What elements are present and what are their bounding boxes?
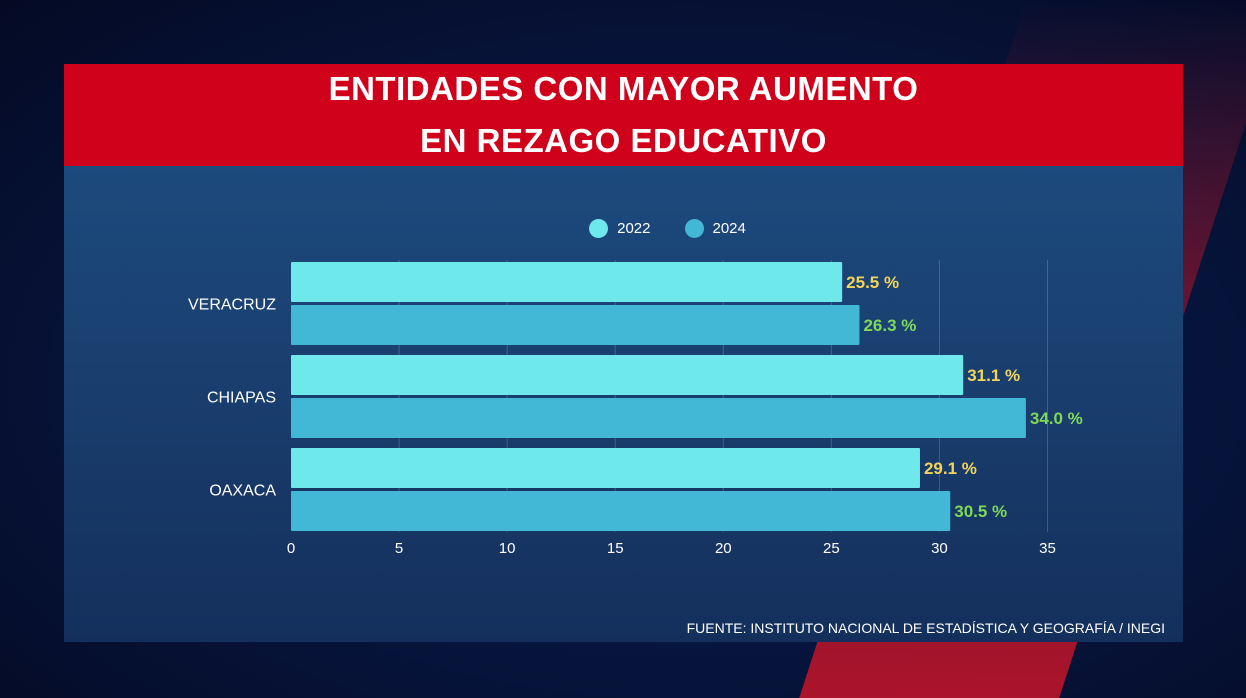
bar-chiapas-2022 [291, 355, 964, 395]
x-tick-label: 15 [607, 540, 624, 557]
x-tick-label: 35 [1039, 540, 1056, 557]
x-tick-label: 30 [931, 540, 948, 557]
value-label-chiapas-2022: 31.1 % [967, 366, 1020, 385]
x-tick-label: 25 [823, 540, 840, 557]
title-banner: ENTIDADES CON MAYOR AUMENTO EN REZAGO ED… [64, 64, 1183, 166]
legend-item-2022: 2022 [589, 216, 651, 240]
bar-oaxaca-2022 [291, 448, 920, 488]
source-note: FUENTE: INSTITUTO NACIONAL DE ESTADÍSTIC… [686, 620, 1165, 636]
legend-label-2022: 2022 [617, 219, 651, 237]
title-line-1: ENTIDADES CON MAYOR AUMENTO [328, 70, 919, 107]
value-label-chiapas-2024: 34.0 % [1030, 409, 1083, 428]
bar-oaxaca-2024 [291, 491, 951, 531]
bar-chiapas-2024 [291, 398, 1026, 438]
x-tick-label: 10 [499, 540, 516, 557]
value-label-oaxaca-2022: 29.1 % [924, 459, 977, 478]
x-tick-label: 5 [395, 540, 403, 557]
value-label-veracruz-2022: 25.5 % [846, 273, 899, 292]
category-label-chiapas: CHIAPAS [207, 390, 276, 407]
legend-label-2024: 2024 [712, 219, 746, 237]
bar-veracruz-2024 [291, 305, 860, 345]
value-label-veracruz-2024: 26.3 % [863, 316, 916, 335]
legend-item-2024: 2024 [684, 216, 746, 240]
legend: 2022 2024 [108, 216, 1183, 240]
chart-panel: ENTIDADES CON MAYOR AUMENTO EN REZAGO ED… [64, 64, 1183, 642]
title-line-2: EN REZAGO EDUCATIVO [420, 122, 827, 159]
x-tick-label: 0 [287, 540, 295, 557]
legend-swatch-2024 [684, 218, 704, 238]
legend-swatch-2022 [589, 218, 609, 238]
x-tick-label: 20 [715, 540, 732, 557]
value-label-oaxaca-2024: 30.5 % [954, 502, 1007, 521]
bar-veracruz-2022 [291, 262, 843, 302]
bar-chart: 0 5 10 15 20 25 30 35 VERACRUZ 25.5 % 26.3 % CHIAPA… [188, 260, 1083, 557]
category-label-oaxaca: OAXACA [209, 483, 276, 500]
category-label-veracruz: VERACRUZ [188, 297, 276, 314]
